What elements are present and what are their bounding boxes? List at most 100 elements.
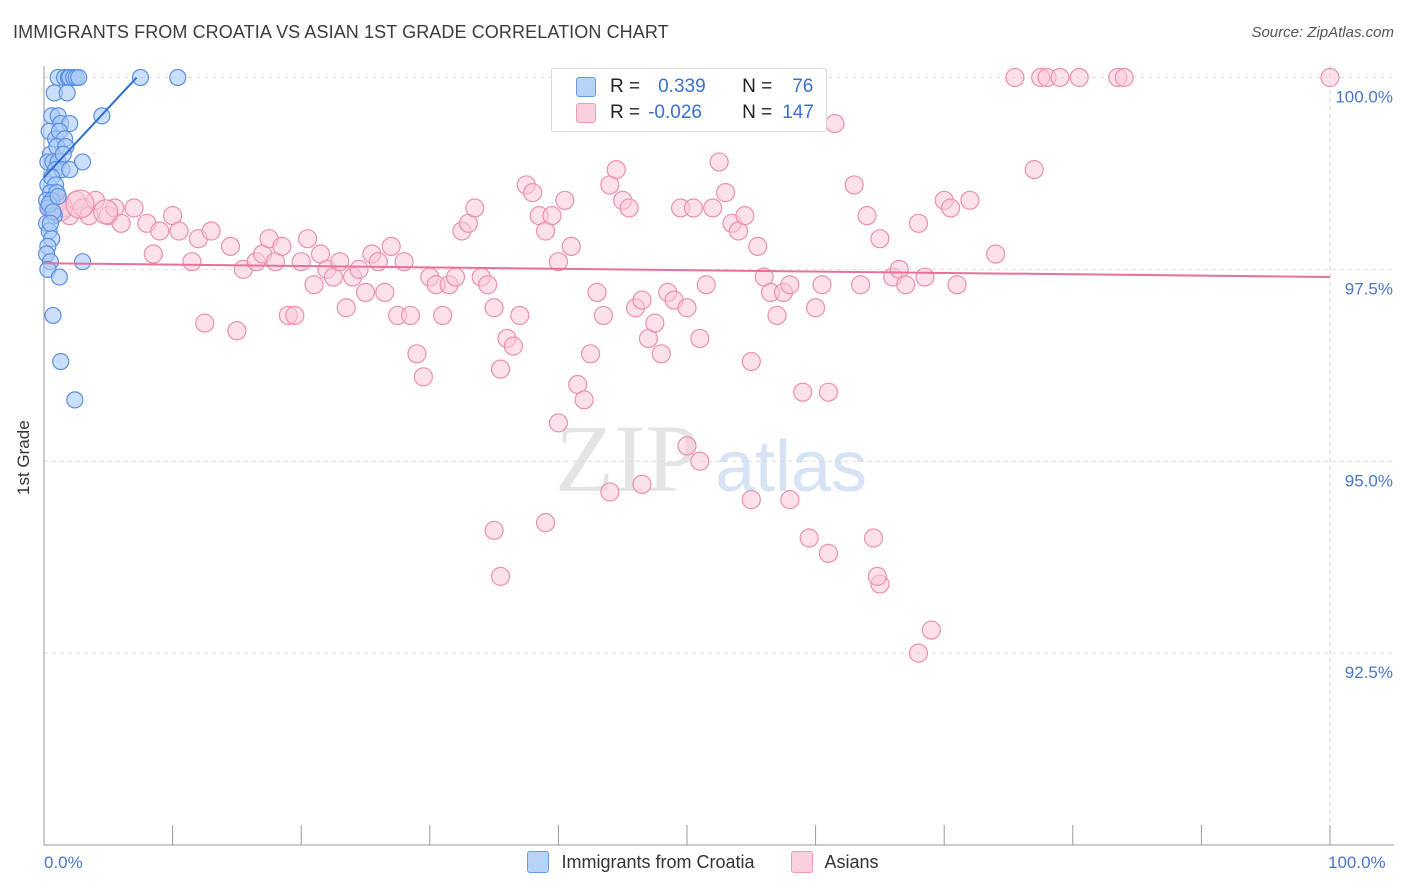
legend-row-asians: R = -0.026 N = 147 — [576, 101, 814, 125]
croatia-point — [73, 153, 92, 171]
asians-point — [368, 252, 388, 272]
asians-point — [407, 344, 427, 364]
asians-point — [478, 275, 498, 295]
asians-point — [542, 206, 562, 226]
asians-point — [349, 259, 369, 279]
asians-point — [690, 328, 710, 349]
legend-label-croatia: Immigrants from Croatia — [561, 851, 755, 872]
croatia-point — [54, 145, 72, 163]
asians-point — [683, 198, 704, 218]
legend-r-label: R = — [610, 76, 641, 97]
asians-point — [915, 267, 935, 287]
asians-point — [1069, 67, 1089, 88]
asians-point — [863, 528, 884, 548]
legend-item-croatia[interactable]: Immigrants from Croatia — [527, 851, 755, 873]
asians-point — [867, 566, 887, 586]
asians-point — [182, 252, 202, 272]
axes — [43, 66, 1394, 846]
asians-point — [780, 275, 800, 295]
asians-point — [503, 336, 523, 356]
asians-point — [799, 528, 819, 548]
asians-point — [111, 213, 131, 233]
asians-point — [465, 198, 485, 218]
asians-point — [941, 198, 961, 218]
asians-point — [600, 482, 620, 502]
croatia-point — [131, 68, 150, 87]
asians-point — [555, 190, 575, 210]
asians-point — [510, 305, 530, 326]
asians-point — [857, 206, 877, 226]
croatia-points — [37, 68, 187, 409]
croatia-point — [50, 268, 69, 286]
legend-r-value: -0.026 — [648, 102, 702, 123]
asians-point — [548, 252, 569, 272]
asians-point — [93, 199, 119, 225]
y-axis-label: 1st Grade — [14, 420, 33, 495]
asians-point — [375, 282, 395, 303]
croatia-trend-line — [43, 76, 138, 178]
croatia-point — [66, 391, 84, 409]
asians-point — [535, 513, 556, 533]
legend-n-value: 76 — [792, 76, 814, 97]
asians-point — [548, 413, 569, 433]
asians-point — [195, 313, 215, 333]
asians-point — [812, 275, 832, 295]
asians-points — [40, 67, 1340, 663]
asians-point — [124, 198, 144, 218]
asians-point — [445, 267, 466, 287]
legend-row-croatia: R = 0.339 N = 76 — [576, 75, 813, 99]
legend-n-label: N = — [742, 76, 773, 97]
asians-point — [574, 390, 594, 410]
asians-point — [1050, 67, 1070, 88]
asians-point — [677, 436, 697, 456]
asians-point — [805, 298, 826, 318]
asians-point — [921, 620, 941, 640]
watermark-zip: ZIP — [555, 405, 699, 512]
asians-point — [336, 298, 356, 318]
asians-point — [715, 183, 736, 203]
asians-point — [677, 298, 697, 318]
asians-point — [65, 189, 95, 219]
asians-point — [330, 252, 350, 272]
asians-point — [143, 244, 163, 264]
legend-swatch-croatia — [527, 851, 550, 873]
croatia-point — [41, 214, 60, 232]
croatia-point — [70, 68, 88, 87]
series-legend: Immigrants from Croatia Asians — [0, 851, 1406, 873]
legend-swatch-asians — [790, 851, 813, 873]
asians-point — [780, 490, 800, 510]
asians-point — [735, 206, 755, 226]
y-tick-label: 100.0% — [1335, 88, 1393, 107]
asians-point — [703, 198, 723, 218]
x-tick-max: 100.0% — [1328, 853, 1386, 872]
asians-point — [587, 282, 607, 303]
asians-point — [1005, 67, 1025, 88]
asians-point — [818, 382, 839, 402]
source-label: Source: ZipAtlas.com — [1251, 24, 1394, 41]
asians-point — [818, 543, 839, 563]
asians-point — [741, 351, 761, 372]
legend-item-asians[interactable]: Asians — [790, 851, 879, 873]
asians-point — [908, 643, 929, 663]
croatia-point — [169, 68, 187, 87]
asians-point — [580, 344, 601, 364]
asians-point — [767, 305, 787, 326]
y-tick-label: 95.0% — [1345, 471, 1393, 490]
legend-n-label: N = — [742, 102, 773, 123]
asians-point — [227, 321, 247, 341]
x-tick-min: 0.0% — [44, 853, 83, 872]
asians-trend-line — [43, 262, 1331, 279]
asians-point — [851, 275, 871, 295]
asians-point — [381, 236, 401, 256]
asians-point — [741, 490, 761, 510]
asians-point — [593, 305, 614, 326]
asians-point — [220, 236, 241, 256]
y-tick-labels: 100.0% 97.5% 95.0% 92.5% — [1335, 88, 1393, 683]
asians-point — [304, 275, 324, 295]
stats-legend: R = 0.339 N = 76 R = -0.026 N = 147 — [551, 68, 827, 132]
asians-point — [413, 367, 433, 387]
asians-point — [355, 282, 376, 303]
chart-title: IMMIGRANTS FROM CROATIA VS ASIAN 1ST GRA… — [13, 22, 669, 42]
legend-n-value: 147 — [782, 102, 814, 123]
